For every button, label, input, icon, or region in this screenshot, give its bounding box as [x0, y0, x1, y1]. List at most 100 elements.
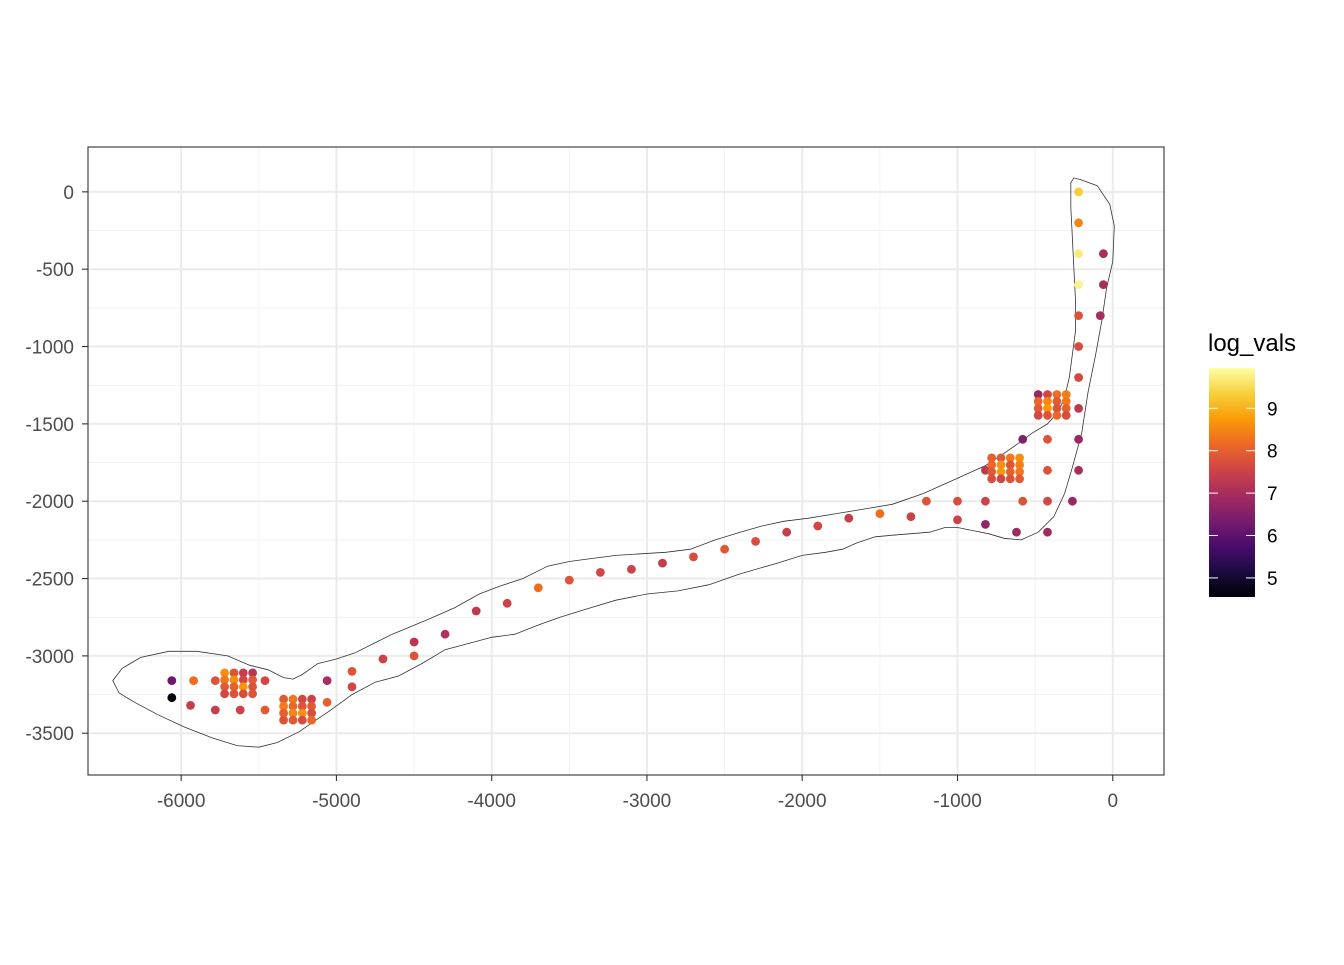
data-point: [1043, 527, 1052, 537]
data-point: [279, 694, 288, 704]
x-tick-label: -5000: [312, 791, 361, 812]
data-point: [1074, 218, 1083, 228]
x-axis: -6000 -5000 -4000 -3000 -2000 -1000 0: [157, 775, 1118, 812]
x-tick-label: -1000: [933, 791, 982, 812]
data-point: [1033, 404, 1043, 413]
data-point: [471, 606, 481, 616]
data-point: [220, 668, 230, 678]
data-point: [297, 694, 307, 704]
data-point: [1015, 474, 1024, 484]
x-tick-label: -3000: [623, 791, 672, 812]
data-point: [1052, 404, 1062, 413]
data-point: [288, 715, 298, 725]
data-point: [987, 467, 997, 477]
data-point: [1061, 390, 1071, 399]
data-point: [1068, 496, 1077, 506]
data-point: [297, 708, 307, 718]
plot-background: [88, 147, 1164, 775]
data-point: [1015, 453, 1024, 463]
data-point: [1099, 249, 1108, 259]
data-point: [596, 568, 605, 577]
data-point: [1043, 411, 1052, 420]
data-point: [288, 701, 298, 711]
data-point: [238, 668, 248, 678]
data-point: [1074, 465, 1083, 475]
data-point: [981, 520, 990, 529]
data-point: [279, 701, 288, 711]
data-point: [813, 521, 823, 531]
data-point: [1018, 434, 1028, 444]
data-point: [996, 453, 1006, 463]
data-point: [844, 513, 854, 523]
data-point: [987, 453, 997, 463]
data-point: [307, 708, 316, 718]
data-point: [1015, 467, 1024, 477]
data-point: [279, 715, 288, 725]
data-point: [1074, 342, 1083, 351]
data-point: [1074, 434, 1083, 444]
legend-title: log_vals: [1208, 330, 1296, 357]
data-point: [248, 675, 257, 685]
data-point: [953, 515, 962, 525]
data-point: [260, 705, 270, 715]
data-point: [189, 676, 199, 685]
legend: log_vals 5 6 7 8 9: [1208, 330, 1296, 597]
data-point: [1043, 390, 1052, 399]
data-point: [996, 460, 1006, 470]
data-point: [1074, 311, 1083, 320]
data-point: [1005, 474, 1015, 484]
data-point: [440, 629, 450, 639]
data-point: [953, 496, 962, 506]
colorbar-tick-label: 5: [1267, 569, 1278, 590]
data-point: [347, 667, 357, 676]
data-point: [564, 575, 574, 585]
data-point: [996, 467, 1006, 477]
data-point: [751, 537, 760, 546]
data-point: [1074, 280, 1083, 290]
data-point: [1043, 465, 1052, 475]
data-point: [720, 544, 729, 554]
data-point: [260, 676, 270, 685]
data-point: [307, 701, 316, 711]
data-points: [167, 187, 1108, 725]
plot-panel-border: [87, 146, 1165, 776]
y-tick-label: -1000: [25, 338, 74, 359]
colorbar-tick-label: 9: [1267, 399, 1278, 420]
data-point: [220, 689, 230, 699]
x-tick-label: -6000: [157, 791, 206, 812]
data-point: [322, 697, 332, 707]
y-tick-label: -500: [36, 260, 74, 281]
data-point: [307, 694, 316, 704]
data-point: [922, 496, 931, 506]
data-point: [238, 675, 248, 685]
data-point: [1033, 411, 1043, 420]
data-point: [689, 552, 698, 562]
data-point: [409, 637, 419, 647]
data-point: [378, 654, 388, 664]
data-point: [186, 701, 195, 710]
data-point: [782, 527, 792, 537]
data-point: [279, 708, 288, 718]
data-point: [248, 689, 257, 699]
data-point: [1061, 397, 1071, 406]
data-point: [248, 682, 257, 692]
data-point: [1074, 404, 1083, 413]
data-point: [1018, 496, 1028, 506]
data-point: [533, 583, 543, 593]
x-tick-label: 0: [1107, 791, 1118, 812]
data-point: [1033, 390, 1043, 399]
data-point: [502, 598, 512, 608]
data-point: [1061, 411, 1071, 420]
data-point: [167, 676, 177, 685]
data-point: [229, 689, 239, 699]
data-point: [1043, 404, 1052, 413]
data-point: [987, 474, 997, 484]
data-point: [1015, 460, 1024, 470]
colorbar-tick-label: 6: [1267, 527, 1278, 548]
data-point: [322, 676, 332, 685]
data-point: [906, 512, 916, 522]
data-point: [297, 701, 307, 711]
data-point: [981, 496, 990, 506]
